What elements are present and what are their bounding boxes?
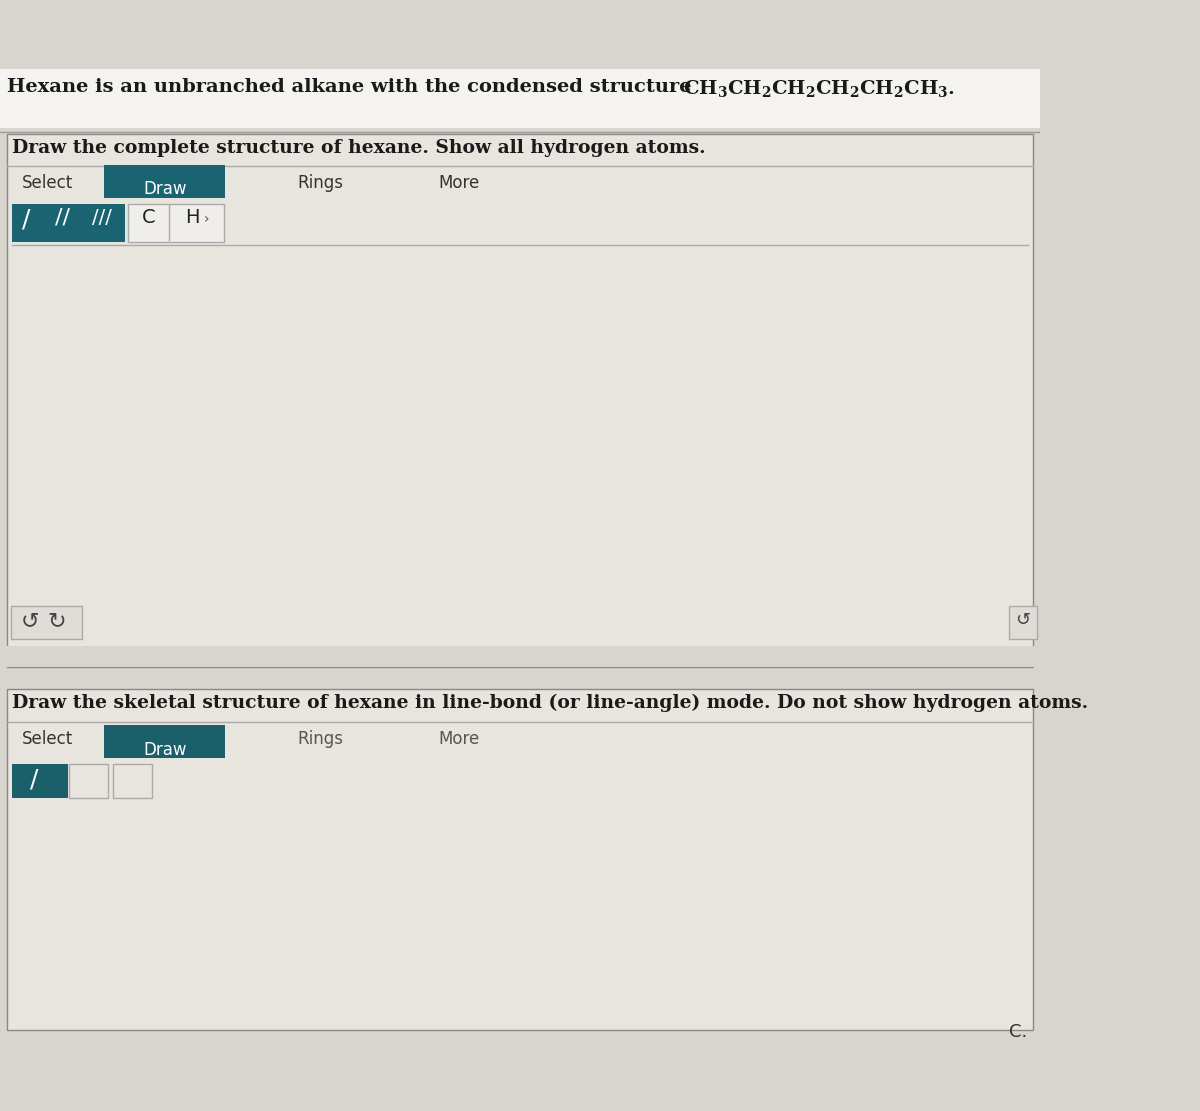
Text: Draw the complete structure of hexane. Show all hydrogen atoms.: Draw the complete structure of hexane. S… [12,139,706,157]
FancyBboxPatch shape [11,605,83,639]
Text: ///: /// [92,208,113,227]
Text: Select: Select [22,730,73,748]
Text: More: More [439,174,480,192]
FancyBboxPatch shape [113,763,151,798]
FancyBboxPatch shape [7,134,1033,668]
FancyBboxPatch shape [12,763,68,798]
FancyBboxPatch shape [104,164,226,198]
Text: Rings: Rings [298,730,343,748]
FancyBboxPatch shape [12,203,125,242]
Text: C: C [143,208,156,227]
Text: Draw: Draw [143,180,186,198]
FancyBboxPatch shape [0,645,1040,668]
FancyBboxPatch shape [104,725,226,759]
FancyBboxPatch shape [7,689,1033,1030]
Text: /: / [22,208,30,232]
Text: ›: › [204,212,209,227]
Text: ↺: ↺ [22,611,40,631]
Text: H: H [185,208,199,227]
FancyBboxPatch shape [70,763,108,798]
Text: $\mathregular{CH_3CH_2CH_2CH_2CH_2CH_3}$.: $\mathregular{CH_3CH_2CH_2CH_2CH_2CH_3}$… [683,78,955,99]
Text: //: // [55,208,70,228]
Text: ↻: ↻ [47,611,66,631]
Text: Hexane is an unbranched alkane with the condensed structure: Hexane is an unbranched alkane with the … [7,78,698,96]
FancyBboxPatch shape [0,69,1040,128]
FancyBboxPatch shape [1009,605,1037,639]
FancyBboxPatch shape [128,203,223,242]
Text: /: / [30,768,38,792]
Text: Rings: Rings [298,174,343,192]
Text: Select: Select [22,174,73,192]
Text: ↺: ↺ [1015,611,1031,629]
Text: Draw: Draw [143,741,186,759]
Text: Draw the skeletal structure of hexane in line-bond (or line-angle) mode. Do not : Draw the skeletal structure of hexane in… [12,693,1088,711]
Text: More: More [439,730,480,748]
Text: C.: C. [1009,1023,1027,1041]
